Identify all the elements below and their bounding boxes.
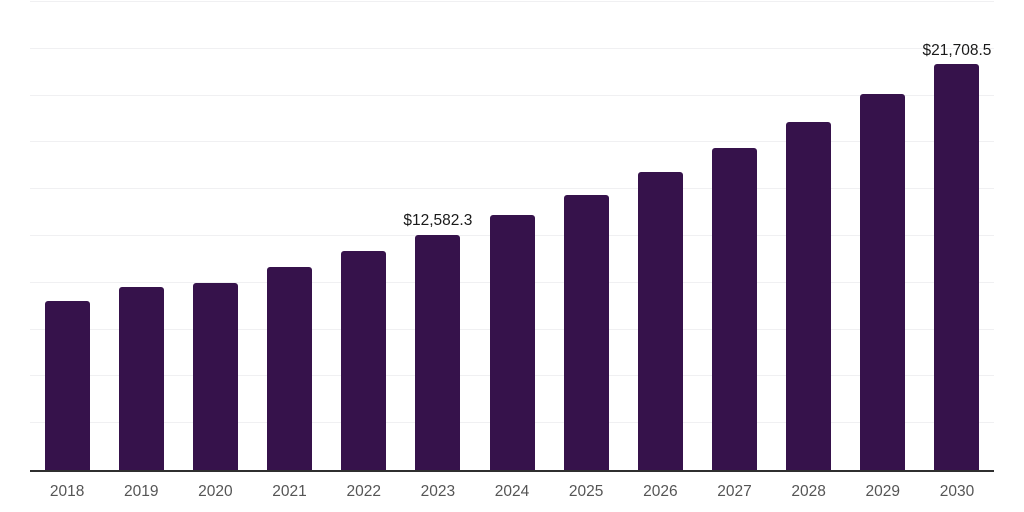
- value-label-2023: $12,582.3: [403, 212, 473, 230]
- plot-area: $12,582.3 $21,708.5: [30, 1, 994, 472]
- bar-slot-2019: [104, 2, 178, 470]
- gridline-15000: [30, 188, 994, 190]
- bar-slot-2027: [697, 2, 771, 470]
- x-tick-2021: 2021: [272, 483, 307, 500]
- bar-2028[interactable]: [786, 122, 832, 470]
- bar-slot-2025: [549, 2, 623, 470]
- bar-2029[interactable]: [860, 94, 906, 470]
- bar-2030[interactable]: [934, 63, 980, 470]
- bar-slot-2018: [30, 2, 104, 470]
- bar-2020[interactable]: [192, 282, 238, 470]
- bar-2022[interactable]: [341, 251, 387, 470]
- bar-slot-2023: $12,582.3: [401, 2, 475, 470]
- gridline-20000: [30, 94, 994, 96]
- bar-2026[interactable]: [637, 172, 683, 470]
- x-tick-2023: 2023: [420, 483, 456, 500]
- x-tick-2020: 2020: [198, 483, 233, 500]
- x-tick-2018: 2018: [49, 483, 85, 500]
- bar-2018[interactable]: [44, 300, 90, 470]
- x-tick-2019: 2019: [123, 483, 159, 500]
- x-tick-2029: 2029: [865, 483, 901, 500]
- gridline-25000: [30, 1, 994, 2]
- bar-slot-2020: [178, 2, 252, 470]
- bar-slot-2021: [252, 2, 326, 470]
- value-label-2030: $21,708.5: [922, 41, 992, 59]
- bar-2021[interactable]: [267, 266, 313, 470]
- x-tick-2025: 2025: [568, 483, 604, 500]
- gridline-17500: [30, 141, 994, 143]
- bar-slot-2028: [772, 2, 846, 470]
- x-tick-2030: 2030: [939, 483, 975, 500]
- x-tick-2022: 2022: [346, 483, 381, 500]
- bars-row: $12,582.3 $21,708.5: [30, 2, 994, 470]
- bar-slot-2024: [475, 2, 549, 470]
- bar-slot-2030: $21,708.5: [920, 2, 994, 470]
- gridline-22500: [30, 47, 994, 49]
- bar-2024[interactable]: [489, 215, 535, 470]
- bar-2019[interactable]: [118, 286, 164, 470]
- x-tick-2027: 2027: [717, 483, 752, 500]
- bar-2025[interactable]: [563, 194, 609, 470]
- bar-slot-2022: [327, 2, 401, 470]
- x-tick-2024: 2024: [494, 483, 530, 500]
- x-tick-2028: 2028: [791, 483, 826, 500]
- x-axis-line: [30, 470, 994, 472]
- bar-2023[interactable]: [415, 234, 461, 470]
- bar-2027[interactable]: [711, 148, 757, 470]
- x-axis-tick-labels: 2018 2019 2020 2021 2022 2023 2024 2025 2026 2027…: [30, 483, 994, 502]
- x-tick-2026: 2026: [643, 483, 678, 500]
- bar-slot-2026: [623, 2, 697, 470]
- bar-slot-2029: [846, 2, 920, 470]
